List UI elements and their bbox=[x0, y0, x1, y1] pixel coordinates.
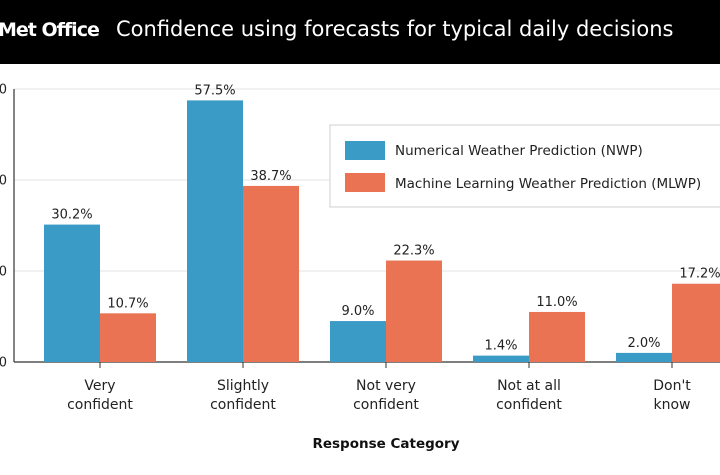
bar bbox=[529, 311, 585, 362]
value-label: 11.0% bbox=[536, 295, 577, 310]
legend-label-mlwp: Machine Learning Weather Prediction (MLW… bbox=[395, 176, 701, 192]
bar bbox=[672, 283, 720, 362]
bar bbox=[330, 321, 386, 362]
value-label: 1.4% bbox=[484, 339, 517, 354]
value-label: 22.3% bbox=[393, 244, 434, 259]
value-label: 57.5% bbox=[194, 83, 235, 98]
y-tick-label: 40 bbox=[0, 174, 7, 189]
legend-swatch-nwp bbox=[345, 141, 385, 160]
legend-swatch-mlwp bbox=[345, 173, 385, 192]
bar-chart: 0 20 40 60 30.2% 57.5% 9.0% 1.4% 2.0% 10.7% 38.7%… bbox=[0, 83, 720, 452]
legend-box bbox=[329, 124, 720, 208]
brand-logo: Met Office bbox=[0, 19, 100, 41]
x-tick-label: Very confident bbox=[67, 378, 133, 413]
value-label: 2.0% bbox=[627, 336, 660, 351]
value-label: 17.2% bbox=[679, 267, 720, 282]
bar bbox=[243, 185, 299, 362]
x-tick-label: Slightly confident bbox=[210, 378, 276, 413]
value-label: 38.7% bbox=[250, 169, 291, 184]
y-tick-label: 60 bbox=[0, 83, 7, 98]
bar bbox=[616, 352, 672, 362]
value-label: 9.0% bbox=[341, 304, 374, 319]
y-tick-label: 20 bbox=[0, 265, 7, 280]
x-tick-label: Not at all confident bbox=[496, 378, 562, 413]
legend: Numerical Weather Prediction (NWP) Machi… bbox=[329, 124, 720, 208]
y-tick-label: 0 bbox=[0, 356, 7, 371]
value-label: 30.2% bbox=[51, 208, 92, 223]
value-label: 10.7% bbox=[107, 296, 148, 311]
header-bar: Met Office Confidence using forecasts fo… bbox=[0, 0, 720, 64]
chart-title: Confidence using forecasts for typical d… bbox=[116, 17, 674, 41]
bar bbox=[100, 313, 156, 362]
bars bbox=[44, 100, 720, 362]
value-labels: 30.2% 57.5% 9.0% 1.4% 2.0% 10.7% 38.7% 22.3% 11.… bbox=[51, 83, 720, 353]
bar bbox=[473, 355, 529, 362]
x-axis-label: Response Category bbox=[312, 436, 459, 452]
x-axis-categories: Very confident Slightly confident Not very co… bbox=[67, 362, 691, 413]
legend-label-nwp: Numerical Weather Prediction (NWP) bbox=[395, 143, 643, 159]
bar bbox=[187, 100, 243, 362]
x-tick-label: Not very confident bbox=[353, 378, 419, 413]
y-axis-ticks: 0 20 40 60 bbox=[0, 83, 7, 371]
bar bbox=[44, 224, 100, 362]
bar bbox=[386, 260, 442, 362]
x-tick-label: Don't know bbox=[653, 378, 691, 413]
